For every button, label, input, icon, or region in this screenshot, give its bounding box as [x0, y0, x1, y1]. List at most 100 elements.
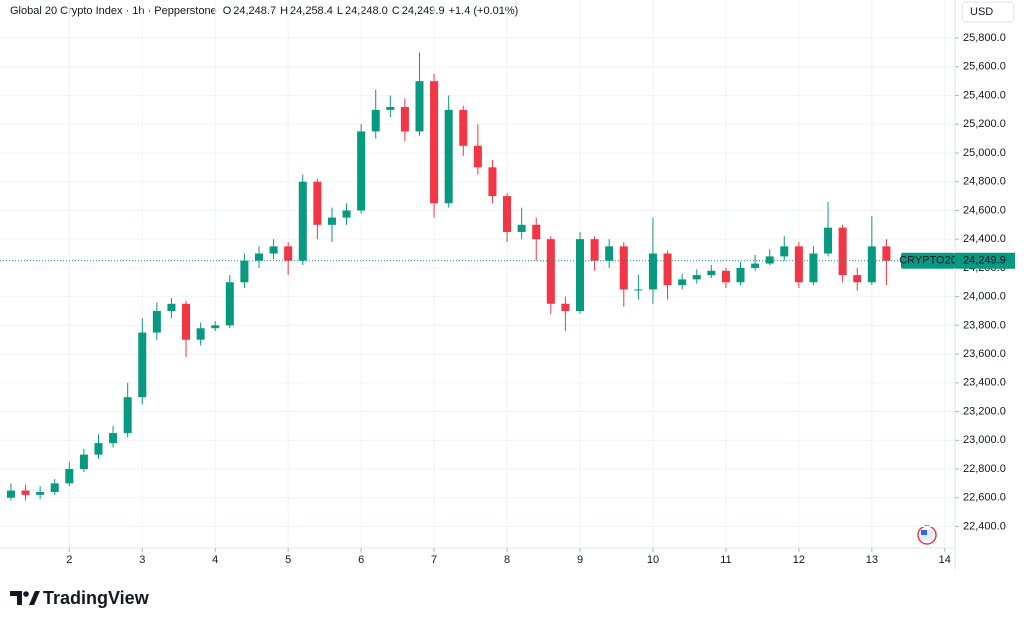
y-tick-label: 23,600.0	[963, 348, 1006, 360]
logo-dot	[23, 591, 29, 597]
brand-logo: TradingView	[10, 588, 150, 608]
x-tick-label: 11	[720, 554, 731, 566]
candle-body	[444, 109, 453, 204]
y-tick-label: 24,000.0	[963, 291, 1006, 303]
candle-body	[254, 253, 264, 261]
candle-body	[123, 397, 132, 434]
x-tick-label: 6	[358, 554, 364, 566]
y-tick-label: 23,000.0	[963, 434, 1006, 446]
x-tick-label: 13	[866, 554, 878, 566]
candle-body	[386, 107, 395, 110]
y-tick-label: 24,600.0	[963, 204, 1006, 216]
candle-body	[6, 490, 15, 498]
candle-body	[794, 246, 803, 283]
candle-body	[473, 145, 482, 168]
candle-body	[634, 289, 643, 291]
candle-body	[79, 454, 88, 469]
ohlc-label: L	[337, 5, 343, 17]
candle-body	[313, 181, 322, 225]
candle-body	[225, 282, 234, 326]
last-price-box	[955, 252, 1015, 269]
candle-body	[342, 210, 351, 218]
x-tick-label: 12	[793, 554, 805, 566]
candle-body	[109, 433, 118, 444]
candle-body	[546, 239, 555, 304]
candle-body	[721, 270, 730, 283]
logo-mark	[10, 591, 22, 605]
candle-body	[357, 131, 366, 211]
ohlc-label: H	[280, 5, 288, 17]
change: +1.4 (+0.01%)	[449, 5, 519, 17]
candle-body	[196, 328, 205, 340]
last-price-label: 24,249.9	[963, 255, 1006, 267]
candle-body	[809, 253, 818, 283]
candle-body	[648, 253, 657, 290]
x-tick-label: 14	[939, 554, 951, 566]
candle-body	[503, 196, 512, 232]
symbol-tag: CRYPTO20	[899, 255, 957, 267]
candle-body	[50, 483, 59, 492]
candle-body	[692, 275, 701, 280]
brand: TradingView	[43, 588, 150, 608]
x-tick-label: 5	[285, 554, 291, 566]
ohlc-value: 24,258.4	[290, 5, 333, 17]
candle-body	[751, 263, 760, 268]
candle-body	[838, 227, 847, 276]
y-tick-label: 23,400.0	[963, 377, 1006, 389]
y-tick-label: 25,200.0	[963, 118, 1006, 130]
y-tick-label: 22,600.0	[963, 492, 1006, 504]
y-tick-label: 23,200.0	[963, 405, 1006, 417]
candle-body	[882, 246, 891, 261]
x-tick-label: 8	[504, 554, 510, 566]
candle-body	[765, 256, 774, 264]
candle-body	[269, 246, 278, 254]
ohlc-label: C	[392, 5, 400, 17]
ohlc-value: 24,248.7	[233, 5, 276, 17]
candle-body	[211, 325, 220, 329]
candle-body	[167, 303, 176, 311]
candle-body	[430, 81, 439, 204]
y-tick-label: 25,000.0	[963, 147, 1006, 159]
candle-body	[619, 246, 628, 290]
ohlc-value: 24,248.0	[345, 5, 388, 17]
candle-body	[240, 260, 249, 283]
candle-body	[517, 224, 526, 232]
x-tick-label: 7	[431, 554, 437, 566]
candle-body	[561, 303, 570, 311]
y-tick-label: 25,600.0	[963, 61, 1006, 73]
candle-body	[532, 224, 541, 240]
y-tick-label: 25,400.0	[963, 89, 1006, 101]
candle-body	[853, 275, 862, 283]
candle-body	[575, 239, 585, 311]
candle-body	[152, 310, 161, 333]
x-tick-label: 10	[647, 554, 659, 566]
candle-body	[138, 332, 147, 398]
y-tick-label: 22,400.0	[963, 520, 1006, 532]
candle-body	[371, 109, 380, 132]
y-tick-label: 25,800.0	[963, 32, 1006, 44]
x-tick-label: 2	[66, 554, 72, 566]
candle-body	[284, 246, 293, 261]
symbol-tag-box	[901, 252, 955, 269]
x-tick-label: 3	[139, 554, 145, 566]
currency-box[interactable]	[961, 1, 1015, 23]
candle-body	[182, 303, 191, 340]
ohlc-value: 24,249.9	[402, 5, 445, 17]
logo-slash	[29, 591, 40, 605]
y-tick-label: 22,800.0	[963, 463, 1006, 475]
flag-icon	[917, 525, 937, 545]
candle-body	[400, 107, 409, 132]
candle-body	[780, 246, 789, 257]
candle-body	[867, 246, 876, 283]
y-tick-label: 24,800.0	[963, 176, 1006, 188]
candle-body	[65, 468, 74, 484]
title: Global 20 Crypto Index · 1h · Pepperston…	[10, 5, 217, 17]
y-tick-label: 23,800.0	[963, 319, 1006, 331]
candle-body	[327, 217, 336, 225]
y-tick-label: 24,400.0	[963, 233, 1006, 245]
candle-body	[298, 181, 307, 261]
candle-body	[605, 246, 614, 261]
candle-body	[21, 490, 30, 495]
